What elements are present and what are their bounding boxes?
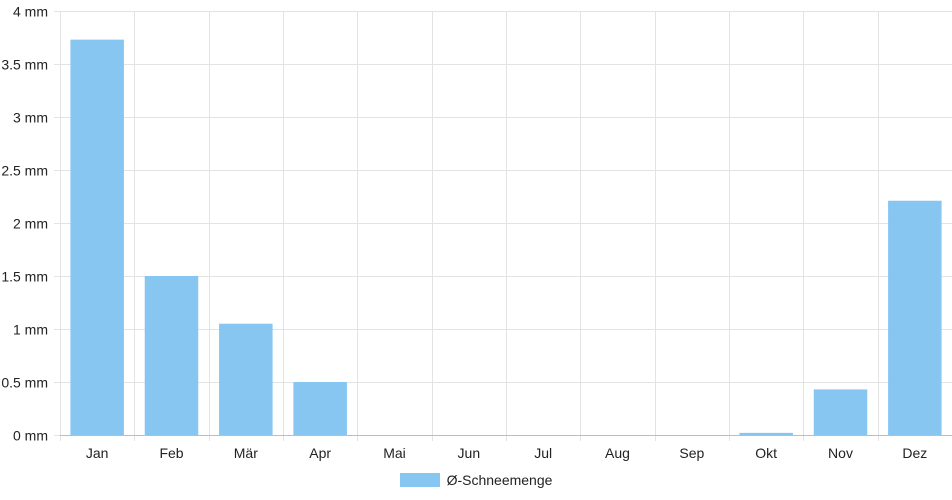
legend-swatch xyxy=(399,473,440,487)
bar-okt xyxy=(739,432,793,435)
bar-chart-plot: 0 mm 0.5 mm 1 mm 1.5 mm 2 mm 2.5 mm 3 mm 3.5 mm… xyxy=(1,4,952,461)
bar-mär xyxy=(219,323,273,435)
x-tick-label: Jul xyxy=(534,445,552,461)
y-tick-label: 4 mm xyxy=(13,4,48,20)
x-tick-label: Okt xyxy=(755,445,777,461)
y-tick-label: 0.5 mm xyxy=(1,375,48,391)
x-tick-label: Sep xyxy=(679,445,704,461)
bar-nov xyxy=(813,389,868,435)
y-tick-label: 2 mm xyxy=(13,216,48,232)
x-tick-label: Mär xyxy=(234,445,258,461)
x-tick-label: Jan xyxy=(86,445,109,461)
bar-apr xyxy=(293,382,347,435)
legend-label: Ø-Schneemenge xyxy=(446,472,553,488)
y-tick-label: 0 mm xyxy=(13,428,48,444)
bar-feb xyxy=(144,276,199,435)
x-tick-label: Dez xyxy=(902,445,927,461)
y-tick-label: 3.5 mm xyxy=(1,57,48,73)
x-tick-label: Apr xyxy=(309,445,331,461)
x-tick-label: Jun xyxy=(458,445,481,461)
x-tick-label: Feb xyxy=(159,445,183,461)
legend[interactable]: Ø-Schneemenge xyxy=(0,472,952,488)
x-tick-label: Nov xyxy=(828,445,853,461)
y-tick-label: 3 mm xyxy=(13,110,48,126)
y-tick-label: 1 mm xyxy=(13,322,48,338)
bar-jan xyxy=(70,39,124,436)
y-tick-label: 2.5 mm xyxy=(1,163,48,179)
x-tick-label: Aug xyxy=(605,445,630,461)
y-tick-label: 1.5 mm xyxy=(1,269,48,285)
bar-dez xyxy=(888,200,942,435)
x-tick-label: Mai xyxy=(383,445,406,461)
